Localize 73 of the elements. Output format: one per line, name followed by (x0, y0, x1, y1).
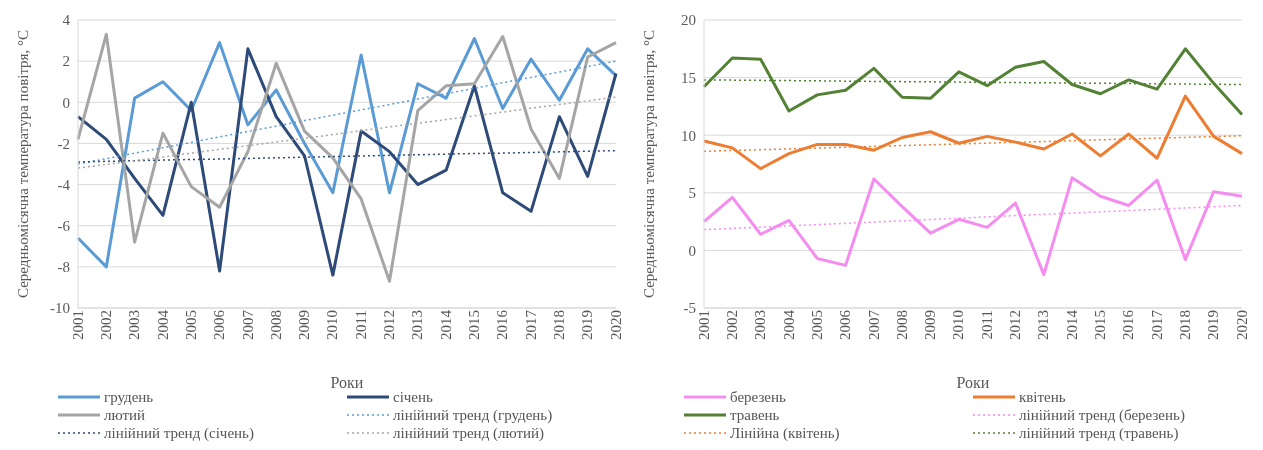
y-axis-title: Середньомісячна температура повітря, °С (641, 29, 658, 299)
legend-label: лінійний тренд (грудень) (393, 406, 553, 424)
y-tick-label: 2 (62, 53, 70, 70)
x-tick-label: 2009 (296, 310, 313, 340)
y-tick-label: 5 (688, 185, 696, 202)
x-tick-label: 2020 (1233, 310, 1250, 340)
legend-label: лютий (104, 406, 146, 424)
x-tick-label: 2013 (409, 310, 426, 340)
x-tick-label: 2006 (211, 309, 228, 340)
y-tick-label: -10 (50, 300, 70, 317)
y-tick-label: 4 (62, 12, 71, 29)
y-tick-label: -2 (57, 135, 70, 152)
line-series (702, 176, 1244, 277)
y-tick-label: 0 (62, 94, 70, 111)
y-tick-label: -5 (683, 300, 696, 317)
x-tick-label: 2012 (1007, 310, 1024, 340)
x-tick-label: 2019 (579, 310, 596, 340)
x-tick-label: 2007 (865, 309, 882, 340)
legend-label: лінійний тренд (січень) (104, 424, 254, 442)
x-axis-title: Роки (330, 374, 364, 391)
legend-label: березень (730, 388, 786, 406)
x-tick-label: 2008 (893, 310, 910, 340)
x-tick-label: 2013 (1035, 310, 1052, 340)
x-tick-label: 2003 (126, 310, 143, 340)
x-tick-label: 2008 (267, 310, 284, 340)
x-tick-label: 2017 (1148, 309, 1165, 340)
y-tick-label: -4 (57, 176, 71, 193)
x-tick-label: 2017 (522, 309, 539, 340)
x-tick-label: 2002 (97, 310, 114, 340)
x-tick-label: 2001 (695, 310, 712, 340)
x-tick-label: 2003 (752, 310, 769, 340)
x-tick-label: 2011 (978, 310, 995, 340)
x-tick-label: 2015 (1092, 310, 1109, 340)
x-axis-title: Роки (956, 374, 990, 391)
x-tick-label: 2004 (154, 309, 171, 340)
x-tick-label: 2002 (723, 310, 740, 340)
x-tick-label: 2015 (466, 310, 483, 340)
legend-label: січень (393, 388, 433, 406)
x-tick-label: 2005 (182, 310, 199, 340)
legend-label: квітень (1019, 388, 1066, 406)
x-tick-label: 2005 (808, 310, 825, 340)
y-tick-label: 15 (681, 69, 696, 86)
legend-label: лінійний тренд (лютий) (393, 424, 545, 442)
x-tick-label: 2016 (494, 309, 511, 340)
legend-label: травень (730, 406, 780, 424)
x-tick-label: 2014 (1063, 309, 1080, 340)
legend-label: грудень (104, 388, 154, 406)
y-tick-label: -6 (57, 218, 71, 235)
x-tick-label: 2018 (1177, 310, 1194, 340)
x-tick-label: 2018 (551, 310, 568, 340)
x-tick-label: 2010 (950, 310, 967, 340)
y-tick-label: 0 (688, 242, 696, 259)
x-tick-label: 2010 (324, 310, 341, 340)
y-tick-label: 10 (681, 127, 696, 144)
y-tick-label: -8 (57, 259, 70, 276)
x-tick-label: 2001 (69, 310, 86, 340)
x-tick-label: 2007 (239, 309, 256, 340)
x-tick-label: 2020 (607, 310, 624, 340)
line-series (702, 47, 1244, 116)
x-tick-label: 2014 (437, 309, 454, 340)
x-tick-label: 2019 (1205, 310, 1222, 340)
x-tick-label: 2011 (352, 310, 369, 340)
legend-label: лінійний тренд (березень) (1019, 406, 1185, 424)
y-tick-label: 20 (681, 12, 696, 29)
legend-label: Лінійна (квітень) (730, 424, 840, 442)
line-series (702, 94, 1244, 171)
x-tick-label: 2016 (1120, 309, 1137, 340)
legend-label: лінійний тренд (травень) (1019, 424, 1179, 442)
y-axis-title: Середньомісячна температура повітря, °С (15, 29, 32, 299)
x-tick-label: 2006 (837, 309, 854, 340)
x-tick-label: 2009 (922, 310, 939, 340)
x-tick-label: 2012 (381, 310, 398, 340)
x-tick-label: 2004 (780, 309, 797, 340)
